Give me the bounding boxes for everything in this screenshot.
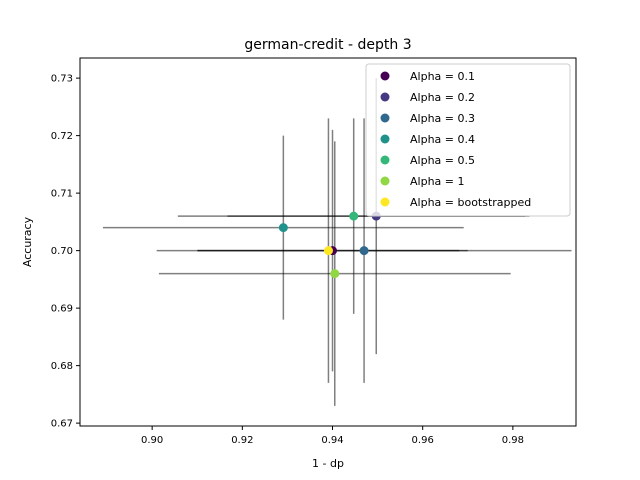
data-point — [359, 246, 369, 256]
legend-box — [365, 63, 571, 217]
legend-marker — [380, 176, 390, 186]
x-tick-label: 0.98 — [502, 435, 524, 446]
legend-entry: Alpha = bootstrapped — [410, 196, 531, 209]
points-layer — [278, 211, 381, 279]
legend-marker — [380, 92, 390, 102]
legend-marker — [380, 71, 390, 81]
y-tick-label: 0.72 — [51, 131, 73, 142]
legend: Alpha = 0.1 Alpha = 0.2 Alpha = 0.3 Alpha =… — [365, 63, 571, 217]
y-tick-label: 0.70 — [51, 246, 73, 257]
x-tick-label: 0.96 — [412, 435, 434, 446]
legend-entry: Alpha = 1 — [410, 175, 464, 188]
data-point — [323, 246, 333, 256]
y-tick-label: 0.69 — [51, 304, 73, 315]
legend-marker — [380, 155, 390, 165]
x-tick-label: 0.92 — [231, 435, 253, 446]
y-tick-label: 0.67 — [51, 419, 73, 430]
plot-frame — [79, 57, 577, 427]
legend-entry: Alpha = 0.1 — [410, 70, 475, 83]
data-point — [349, 211, 359, 221]
legend-entry: Alpha = 0.5 — [410, 154, 475, 167]
legend-entry: Alpha = 0.3 — [410, 112, 475, 125]
x-axis-label: 1 - dp — [312, 457, 344, 470]
y-tick-label: 0.73 — [51, 74, 73, 85]
y-axis-ticks: 0.67 0.68 0.69 0.70 0.71 0.72 0.73 — [51, 74, 80, 430]
data-point — [278, 223, 288, 233]
legend-marker — [380, 134, 390, 144]
legend-marker — [380, 113, 390, 123]
legend-marker — [380, 197, 390, 207]
legend-entry: Alpha = 0.2 — [410, 91, 475, 104]
x-axis-ticks: 0.90 0.92 0.94 0.96 0.98 — [141, 426, 524, 446]
chart-title: german-credit - depth 3 — [244, 37, 411, 53]
y-tick-label: 0.71 — [51, 189, 73, 200]
data-point — [330, 269, 340, 279]
x-tick-label: 0.90 — [141, 435, 163, 446]
y-tick-label: 0.68 — [51, 361, 73, 372]
legend-entry: Alpha = 0.4 — [410, 133, 475, 146]
x-tick-label: 0.94 — [321, 435, 343, 446]
y-axis-label: Accuracy — [21, 216, 34, 267]
